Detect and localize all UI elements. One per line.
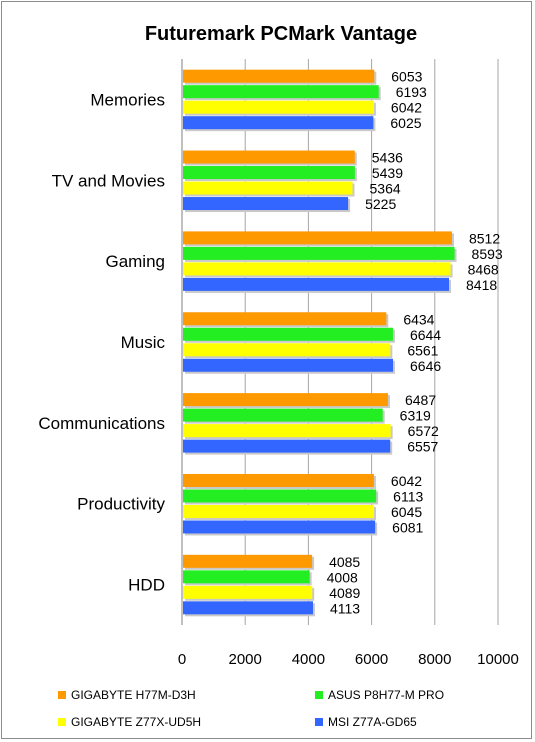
category-label: Communications xyxy=(38,414,165,433)
bar xyxy=(183,585,313,599)
value-label: 4089 xyxy=(329,585,360,601)
legend-swatch xyxy=(315,691,323,699)
value-label: 6113 xyxy=(393,488,423,504)
category-label: Productivity xyxy=(77,495,165,514)
category-label: TV and Movies xyxy=(52,171,165,190)
x-tick-label: 8000 xyxy=(418,651,451,668)
category-label: Memories xyxy=(90,90,165,109)
bar xyxy=(183,246,455,260)
value-label: 8468 xyxy=(468,261,499,277)
legend-label: GIGABYTE Z77X-UD5H xyxy=(71,715,201,729)
bar xyxy=(183,85,379,99)
value-label: 6319 xyxy=(400,408,431,424)
bar xyxy=(183,277,450,291)
value-label: 5439 xyxy=(372,165,403,181)
value-label: 6042 xyxy=(391,473,422,489)
bar xyxy=(183,181,353,195)
bar xyxy=(183,197,349,211)
value-label: 4113 xyxy=(330,600,360,616)
bar xyxy=(183,312,387,326)
bar xyxy=(183,358,394,372)
bar xyxy=(183,231,452,245)
bar xyxy=(183,504,375,518)
value-label: 8512 xyxy=(469,230,500,246)
value-label: 6557 xyxy=(407,439,438,455)
value-label: 6561 xyxy=(407,342,438,358)
bar xyxy=(183,554,313,568)
legend-swatch xyxy=(315,718,323,726)
value-label: 6646 xyxy=(410,358,441,374)
value-label: 6487 xyxy=(405,392,436,408)
bar xyxy=(183,393,388,407)
bar xyxy=(183,408,383,422)
x-tick-label: 4000 xyxy=(292,651,325,668)
x-tick-label: 6000 xyxy=(355,651,388,668)
value-label: 6081 xyxy=(392,519,423,535)
value-label: 6193 xyxy=(396,84,427,100)
bar xyxy=(183,116,374,130)
value-label: 5225 xyxy=(365,196,396,212)
bar xyxy=(183,424,391,438)
category-label: HDD xyxy=(128,576,165,595)
bar xyxy=(183,327,393,341)
value-label: 6644 xyxy=(410,327,441,343)
x-tick-label: 10000 xyxy=(477,651,519,668)
legend-label: MSI Z77A-GD65 xyxy=(328,715,417,729)
legend-swatch xyxy=(58,718,66,726)
category-label: Music xyxy=(121,333,166,352)
category-label: Gaming xyxy=(105,252,165,271)
legend-swatch xyxy=(58,691,66,699)
value-label: 8418 xyxy=(466,277,497,293)
legend-label: GIGABYTE H77M-D3H xyxy=(71,688,196,702)
bars: 6053619360426025543654395364522585128593… xyxy=(183,69,503,617)
bar xyxy=(183,150,355,164)
x-tick-labels: 0 2000 4000 6000 8000 10000 xyxy=(178,651,519,668)
x-tick-label: 2000 xyxy=(229,651,262,668)
chart-title: Futuremark PCMark Vantage xyxy=(145,23,417,45)
value-label: 6572 xyxy=(408,423,439,439)
bar xyxy=(183,601,313,615)
bar xyxy=(183,262,451,276)
value-label: 6025 xyxy=(390,115,421,131)
value-label: 6053 xyxy=(391,69,422,85)
bar xyxy=(183,100,374,114)
bar xyxy=(183,439,391,453)
bar xyxy=(183,69,375,83)
value-label: 5364 xyxy=(370,181,401,197)
value-label: 4008 xyxy=(327,569,358,585)
x-tick-label: 0 xyxy=(178,651,186,668)
value-label: 6042 xyxy=(391,100,422,116)
bar xyxy=(183,473,374,487)
bar xyxy=(183,166,355,180)
bar xyxy=(183,570,310,584)
bar xyxy=(183,520,376,534)
value-label: 6045 xyxy=(391,504,422,520)
value-label: 8593 xyxy=(472,246,503,262)
bar xyxy=(183,489,377,503)
legend-label: ASUS P8H77-M PRO xyxy=(328,688,444,702)
value-label: 4085 xyxy=(329,554,360,570)
value-label: 6434 xyxy=(403,311,434,327)
value-label: 5436 xyxy=(372,150,403,166)
legend: GIGABYTE H77M-D3H ASUS P8H77-M PRO GIGABYT… xyxy=(58,688,444,729)
category-labels: Memories TV and Movies Gaming Music Communic… xyxy=(38,90,165,594)
bar xyxy=(183,343,391,357)
